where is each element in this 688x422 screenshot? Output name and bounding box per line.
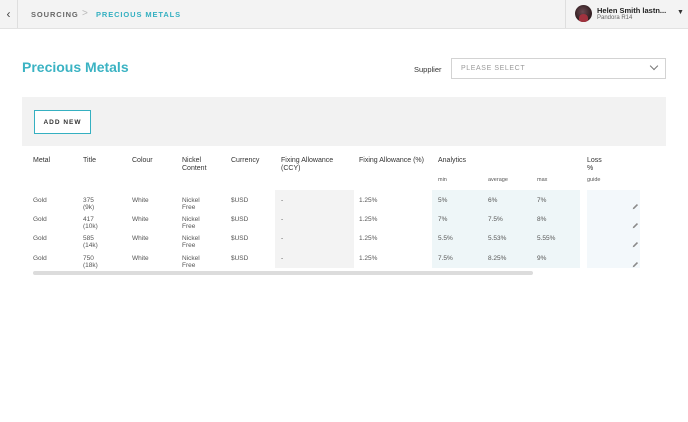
cell-currency: $USD xyxy=(231,197,249,204)
header-colour: Colour xyxy=(132,157,153,164)
header-title: Title xyxy=(83,157,96,164)
subheader-guide: guide xyxy=(587,177,601,183)
cell-nickel: Nickel Free xyxy=(182,255,200,269)
page-title: Precious Metals xyxy=(22,59,129,75)
user-menu[interactable]: Helen Smith lastn... Pandora R14 ▼ xyxy=(565,0,688,28)
cell-fixing-pct: 1.25% xyxy=(359,235,378,242)
cell-fixing-pct: 1.25% xyxy=(359,255,378,262)
cell-average: 8.25% xyxy=(488,255,507,262)
cell-fixing-pct: 1.25% xyxy=(359,197,378,204)
breadcrumb-sourcing[interactable]: SOURCING xyxy=(31,10,79,19)
cell-fixing-ccy: - xyxy=(281,255,284,262)
cell-currency: $USD xyxy=(231,216,249,223)
cell-metal: Gold xyxy=(33,216,47,223)
cell-currency: $USD xyxy=(231,235,249,242)
cell-title: 585 (14k) xyxy=(83,235,98,249)
cell-nickel: Nickel Free xyxy=(182,235,200,249)
supplier-select[interactable]: PLEASE SELECT xyxy=(451,58,666,79)
cell-fixing-ccy: - xyxy=(281,216,284,223)
caret-down-icon[interactable]: ▼ xyxy=(677,9,684,16)
cell-average: 5.53% xyxy=(488,235,507,242)
avatar xyxy=(575,5,592,22)
analytics-column-bg xyxy=(432,190,580,268)
cell-average: 6% xyxy=(488,197,498,204)
supplier-placeholder: PLEASE SELECT xyxy=(461,65,526,72)
pencil-icon[interactable] xyxy=(632,197,639,210)
cell-colour: White xyxy=(132,235,149,242)
cell-metal: Gold xyxy=(33,235,47,242)
cell-average: 7.5% xyxy=(488,216,503,223)
pencil-icon[interactable] xyxy=(632,216,639,229)
pencil-icon[interactable] xyxy=(632,235,639,248)
cell-fixing-ccy: - xyxy=(281,235,284,242)
cell-metal: Gold xyxy=(33,197,47,204)
cell-min: 7.5% xyxy=(438,255,453,262)
cell-max: 9% xyxy=(537,255,547,262)
cell-title: 417 (10k) xyxy=(83,216,98,230)
header-currency: Currency xyxy=(231,157,260,164)
header-nickel-content: Nickel Content xyxy=(182,157,207,172)
header-loss: Loss % xyxy=(587,157,602,172)
subheader-min: min xyxy=(438,177,447,183)
top-bar: ‹ SOURCING > PRECIOUS METALS Helen Smith… xyxy=(0,0,688,29)
header-fixing-allowance-pct: Fixing Allowance (%) xyxy=(359,157,424,164)
cell-colour: White xyxy=(132,216,149,223)
cell-max: 8% xyxy=(537,216,547,223)
cell-min: 5.5% xyxy=(438,235,453,242)
cell-colour: White xyxy=(132,197,149,204)
breadcrumb-precious-metals: PRECIOUS METALS xyxy=(96,10,182,19)
subheader-average: average xyxy=(488,177,508,183)
user-subtitle: Pandora R14 xyxy=(597,15,633,21)
cell-title: 375 (9k) xyxy=(83,197,95,211)
cell-metal: Gold xyxy=(33,255,47,262)
cell-currency: $USD xyxy=(231,255,249,262)
cell-max: 5.55% xyxy=(537,235,556,242)
user-name: Helen Smith lastn... xyxy=(597,6,667,15)
header-analytics: Analytics xyxy=(438,157,467,164)
chevron-down-icon xyxy=(649,61,659,71)
back-button[interactable]: ‹ xyxy=(0,0,18,28)
supplier-label: Supplier xyxy=(414,65,442,74)
loss-column-bg xyxy=(587,190,640,268)
action-band: ADD NEW xyxy=(22,97,666,146)
subheader-max: max xyxy=(537,177,548,183)
cell-fixing-ccy: - xyxy=(281,197,284,204)
pencil-icon[interactable] xyxy=(632,255,639,268)
cell-fixing-pct: 1.25% xyxy=(359,216,378,223)
breadcrumb-separator-icon: > xyxy=(82,8,89,19)
horizontal-scrollbar[interactable] xyxy=(33,271,533,275)
cell-title: 750 (18k) xyxy=(83,255,98,269)
header-metal: Metal xyxy=(33,157,51,164)
cell-min: 5% xyxy=(438,197,448,204)
add-new-button[interactable]: ADD NEW xyxy=(34,110,91,134)
cell-colour: White xyxy=(132,255,149,262)
chevron-left-icon: ‹ xyxy=(6,7,11,21)
cell-nickel: Nickel Free xyxy=(182,197,200,211)
fixing-ccy-column-bg xyxy=(275,190,354,268)
cell-nickel: Nickel Free xyxy=(182,216,200,230)
header-fixing-allowance-ccy: Fixing Allowance (CCY) xyxy=(281,157,334,172)
cell-max: 7% xyxy=(537,197,547,204)
cell-min: 7% xyxy=(438,216,448,223)
